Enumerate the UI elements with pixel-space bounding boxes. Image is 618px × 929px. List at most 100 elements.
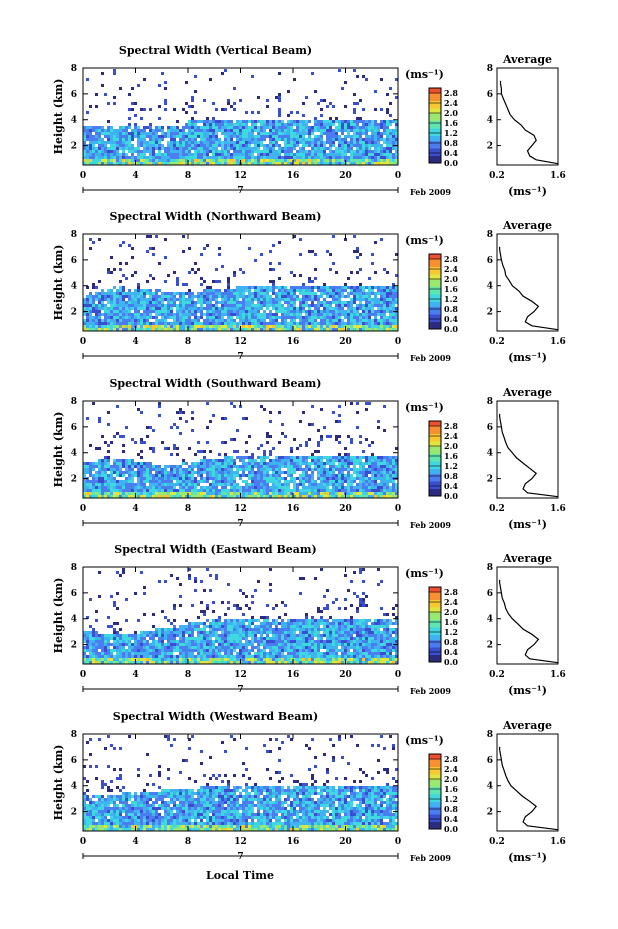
heatmap-cell: [350, 480, 353, 483]
heatmap-cell: [119, 489, 122, 492]
heatmap-cell: [209, 471, 212, 474]
heatmap-cell: [92, 631, 95, 634]
heatmap-cell: [371, 486, 374, 489]
heatmap-cell: [293, 295, 296, 298]
heatmap-cell: [386, 108, 389, 111]
heatmap-cell: [263, 319, 266, 322]
heatmap-cell: [98, 313, 101, 316]
heatmap-cell: [299, 162, 302, 165]
heatmap-cell: [338, 304, 341, 307]
heatmap-cell: [245, 111, 248, 114]
heatmap-cell: [326, 129, 329, 132]
heatmap-cell: [200, 471, 203, 474]
heatmap-cell: [254, 492, 257, 495]
heatmap-cell: [113, 102, 116, 105]
heatmap-cell: [365, 138, 368, 141]
heatmap-cell: [182, 162, 185, 165]
heatmap-cell: [392, 162, 395, 165]
heatmap-cell: [314, 120, 317, 123]
heatmap-cell: [119, 483, 122, 486]
heatmap-cell: [263, 468, 266, 471]
heatmap-cell: [242, 480, 245, 483]
heatmap-cell: [260, 459, 263, 462]
heatmap-cell: [305, 325, 308, 328]
heatmap-cell: [182, 153, 185, 156]
heatmap-cell: [188, 105, 191, 108]
heatmap-cell: [272, 459, 275, 462]
heatmap-cell: [152, 138, 155, 141]
heatmap-cell: [119, 310, 122, 313]
heatmap-cell: [104, 310, 107, 313]
heatmap-cell: [290, 271, 293, 274]
heatmap-cell: [374, 90, 377, 93]
heatmap-cell: [386, 495, 389, 498]
heatmap-cell: [107, 468, 110, 471]
heatmap-cell: [122, 295, 125, 298]
heatmap-cell: [110, 289, 113, 292]
heatmap-cell: [158, 126, 161, 129]
heatmap-cell: [191, 117, 194, 120]
heatmap-cell: [188, 483, 191, 486]
heatmap-cell: [308, 277, 311, 280]
heatmap-cell: [299, 474, 302, 477]
heatmap-cell: [107, 456, 110, 459]
heatmap-cell: [107, 465, 110, 468]
heatmap-cell: [338, 456, 341, 459]
heatmap-cell: [278, 468, 281, 471]
heatmap-cell: [260, 286, 263, 289]
heatmap-cell: [314, 298, 317, 301]
heatmap-cell: [167, 132, 170, 135]
heatmap-cell: [338, 313, 341, 316]
heatmap-cell: [311, 486, 314, 489]
heatmap-cell: [251, 153, 254, 156]
heatmap-cell: [248, 322, 251, 325]
heatmap-cell: [308, 316, 311, 319]
heatmap-cell: [191, 126, 194, 129]
heatmap-cell: [122, 138, 125, 141]
heatmap-cell: [191, 307, 194, 310]
heatmap-cell: [125, 313, 128, 316]
heatmap-cell: [110, 474, 113, 477]
heatmap-cell: [227, 468, 230, 471]
heatmap-cell: [362, 474, 365, 477]
heatmap-cell: [137, 129, 140, 132]
heatmap-cell: [158, 262, 161, 265]
heatmap-cell: [98, 132, 101, 135]
heatmap-cell: [371, 307, 374, 310]
heatmap-cell: [359, 135, 362, 138]
heatmap-cell: [311, 328, 314, 331]
heatmap-cell: [101, 295, 104, 298]
heatmap-cell: [92, 640, 95, 643]
heatmap-cell: [362, 138, 365, 141]
heatmap-cell: [329, 435, 332, 438]
heatmap-cell: [206, 292, 209, 295]
heatmap-cell: [239, 310, 242, 313]
heatmap-cell: [86, 631, 89, 634]
heatmap-cell: [317, 126, 320, 129]
heatmap-cell: [353, 135, 356, 138]
heatmap-cell: [122, 126, 125, 129]
heatmap-cell: [359, 456, 362, 459]
heatmap-cell: [248, 465, 251, 468]
heatmap-cell: [308, 162, 311, 165]
heatmap-cell: [359, 477, 362, 480]
heatmap-cell: [368, 295, 371, 298]
heatmap-cell: [323, 310, 326, 313]
heatmap-cell: [374, 480, 377, 483]
heatmap-cell: [365, 328, 368, 331]
heatmap-cell: [104, 304, 107, 307]
heatmap-cell: [395, 313, 398, 316]
heatmap-cell: [86, 640, 89, 643]
heatmap-cell: [251, 126, 254, 129]
heatmap-cell: [164, 492, 167, 495]
heatmap-cell: [221, 489, 224, 492]
heatmap-cell: [104, 459, 107, 462]
heatmap-cell: [332, 319, 335, 322]
heatmap-cell: [278, 96, 281, 99]
heatmap-cell: [161, 319, 164, 322]
heatmap-cell: [131, 298, 134, 301]
heatmap-cell: [293, 495, 296, 498]
heatmap-cell: [329, 468, 332, 471]
heatmap-cell: [326, 459, 329, 462]
heatmap-cell: [167, 301, 170, 304]
